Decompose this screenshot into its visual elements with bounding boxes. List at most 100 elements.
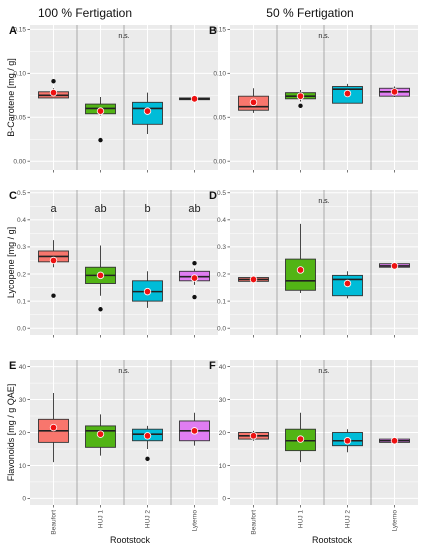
group-letter: ab (94, 203, 106, 215)
panel-letter: A (9, 25, 17, 37)
box-lyterno (179, 260, 210, 300)
iqr-box (285, 258, 316, 291)
outlier-point (298, 103, 303, 109)
x-tick-label: HUJ 1 (298, 510, 305, 528)
panel-letter: C (9, 190, 17, 202)
outlier-point (98, 137, 103, 143)
mean-point (96, 430, 105, 438)
mean-point (390, 88, 399, 96)
box-huj-2 (132, 92, 163, 134)
y-tick-label: 10 (19, 463, 27, 470)
mean-point (49, 423, 58, 432)
y-tick-label: 0.4 (217, 217, 226, 224)
box-lyterno (379, 86, 410, 98)
mean-point (143, 287, 152, 296)
outlier-point (51, 79, 56, 84)
significance-label: n.s. (318, 33, 329, 40)
box-huj-2 (332, 83, 363, 104)
mean-point (390, 262, 399, 270)
y-tick-label: 0.1 (17, 298, 26, 305)
panel-A: 0.00 0.05 0.10 0.15A B-Carotene [mg / g] n.s. (6, 25, 218, 173)
panel-F: 0 10 20 30 40 Beaufort HUJ 1 HUJ 2 Lyterno F n.s. (209, 360, 418, 535)
y-axis-label: Flavonoids [mg / g QAE] (6, 384, 16, 482)
outlier-point (145, 456, 150, 462)
y-tick-label: 30 (219, 397, 227, 404)
box-huj-1 (285, 90, 316, 109)
mean-point (190, 427, 199, 435)
mean-point (390, 437, 399, 445)
mean-point (143, 432, 152, 440)
panel-letter: D (209, 190, 217, 202)
y-tick-label: 0.10 (13, 71, 26, 78)
y-tick-label: 40 (219, 364, 227, 371)
mean-point (249, 275, 258, 284)
x-tick-label: HUJ 2 (145, 510, 152, 528)
mean-point (96, 107, 105, 115)
box-beaufort (38, 79, 69, 99)
mean-point (190, 274, 199, 282)
box-huj-1 (285, 223, 316, 293)
outlier-point (51, 293, 56, 298)
y-tick-label: 0.1 (217, 298, 226, 305)
mean-point (343, 89, 352, 98)
y-tick-label: 0.3 (217, 244, 226, 251)
y-tick-label: 20 (219, 430, 227, 437)
x-tick-label: Beaufort (51, 510, 58, 535)
y-tick-label: 0.05 (213, 115, 226, 122)
panel-E: 0 10 20 30 40 Beaufort HUJ 1 HUJ 2 Lyterno E Flavo… (6, 360, 218, 535)
y-tick-label: 0.5 (217, 190, 226, 197)
y-tick-label: 0.5 (17, 190, 26, 197)
y-axis-label: B-Carotene [mg / g] (6, 58, 16, 137)
outlier-point (192, 260, 197, 266)
panel-letter: B (209, 25, 217, 37)
mean-point (249, 432, 258, 440)
column-title-100: 100 % Fertigation (38, 6, 132, 20)
box-huj-1 (85, 245, 116, 312)
y-tick-label: 10 (219, 463, 227, 470)
mean-point (343, 279, 352, 288)
mean-point (249, 98, 258, 107)
y-tick-label: 0.0 (17, 326, 26, 333)
y-tick-label: 0 (222, 496, 226, 503)
box-lyterno (179, 95, 210, 103)
x-tick-label: HUJ 2 (345, 510, 352, 528)
box-huj-2 (332, 429, 363, 453)
box-lyterno (179, 412, 210, 446)
y-axis-label: Lycopene [mg / g] (6, 227, 16, 298)
y-tick-label: 40 (19, 364, 27, 371)
y-tick-label: 0.05 (13, 115, 26, 122)
x-tick-label: Lyterno (392, 510, 399, 532)
box-lyterno (379, 262, 410, 270)
y-tick-label: 0.3 (17, 244, 26, 251)
box-beaufort (38, 240, 69, 298)
mean-point (343, 437, 352, 445)
mean-point (296, 266, 305, 274)
mean-point (296, 435, 305, 443)
panel-C: 0.0 0.1 0.2 0.3 0.4 0.5C Lycopene [mg / g] a ab b… (6, 190, 218, 338)
significance-label: n.s. (318, 198, 329, 205)
y-tick-label: 0.2 (217, 271, 226, 278)
box-huj-1 (85, 414, 116, 456)
x-tick-label: HUJ 1 (98, 510, 105, 528)
significance-label: n.s. (118, 368, 129, 375)
mean-point (49, 256, 58, 265)
y-tick-label: 0.00 (13, 159, 26, 166)
y-tick-label: 0.15 (13, 27, 26, 34)
mean-point (296, 92, 305, 100)
mean-point (49, 88, 58, 97)
outlier-point (192, 294, 197, 300)
y-tick-label: 0.0 (217, 326, 226, 333)
group-letter: ab (188, 203, 200, 215)
y-tick-label: 0 (22, 496, 26, 503)
significance-label: n.s. (118, 33, 129, 40)
y-tick-label: 20 (19, 430, 27, 437)
significance-label: n.s. (318, 368, 329, 375)
y-tick-label: 0.00 (213, 159, 226, 166)
box-beaufort (38, 392, 69, 463)
panel-letter: E (9, 360, 16, 372)
group-letter: a (50, 203, 57, 215)
box-huj-2 (132, 425, 163, 462)
x-tick-label: Beaufort (251, 510, 258, 535)
box-huj-1 (285, 412, 316, 463)
